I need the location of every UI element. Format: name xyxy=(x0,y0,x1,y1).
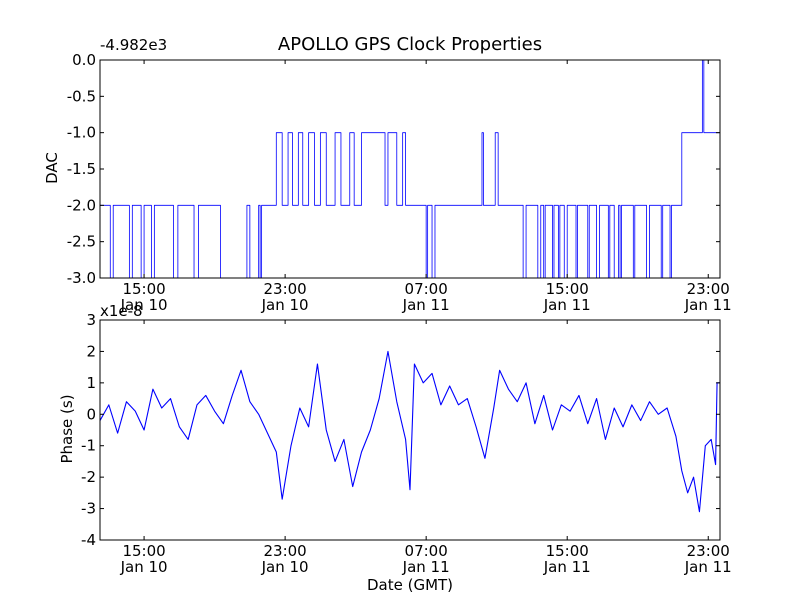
x-tick-label: Jan 10 xyxy=(120,558,168,576)
series-line xyxy=(99,350,720,513)
y-tick-label: -2.5 xyxy=(67,233,96,251)
x-tick-label: 07:00 xyxy=(405,542,448,560)
x-tick-label: 23:00 xyxy=(687,280,730,298)
x-tick-label: 23:00 xyxy=(264,280,307,298)
x-tick-label: 15:00 xyxy=(122,280,165,298)
y-tick-label: -1.0 xyxy=(67,124,96,142)
y-tick-label: 0 xyxy=(86,405,96,423)
x-tick-label: 07:00 xyxy=(405,280,448,298)
x-tick-label: 15:00 xyxy=(122,542,165,560)
x-tick-label: Jan 11 xyxy=(402,558,450,576)
y-tick-label: -2 xyxy=(81,468,96,486)
x-axis-label: Date (GMT) xyxy=(367,576,453,594)
x-tick-label: Jan 11 xyxy=(402,296,450,314)
y-tick-label: 1 xyxy=(86,374,96,392)
x-tick-label: Jan 10 xyxy=(261,558,309,576)
phase-offset-label: x1e-8 xyxy=(100,302,143,320)
y-tick-label: 2 xyxy=(86,342,96,360)
x-tick-label: Jan 10 xyxy=(120,296,168,314)
axes-frame xyxy=(99,319,721,541)
y-tick-label: -1 xyxy=(81,437,96,455)
y-tick-label: -4 xyxy=(81,531,96,549)
chart-title: APOLLO GPS Clock Properties xyxy=(278,34,542,55)
y-tick-label: -2.0 xyxy=(67,196,96,214)
x-tick-label: Jan 10 xyxy=(261,296,309,314)
dac-subplot: -4.982e3 DAC 0.0 -0.5 -1.0 -1.5 -2.0 -2.5 -3.0… xyxy=(43,36,732,314)
dac-y-axis-label: DAC xyxy=(43,152,61,184)
x-tick-label: 15:00 xyxy=(546,280,589,298)
y-tick-label: -0.5 xyxy=(67,87,96,105)
y-tick-label: 3 xyxy=(86,311,96,329)
dac-offset-label: -4.982e3 xyxy=(100,36,167,54)
x-tick-label: 23:00 xyxy=(264,542,307,560)
y-tick-label: -3 xyxy=(81,500,96,518)
x-tick-label: 23:00 xyxy=(687,542,730,560)
x-tick-label: 15:00 xyxy=(546,542,589,560)
phase-y-axis-label: Phase (s) xyxy=(58,394,76,463)
y-tick-label: -1.5 xyxy=(67,160,96,178)
phase-subplot: x1e-8 Phase (s) Date (GMT) 3 2 1 0 -1 -2 -3 -4 1… xyxy=(58,302,732,594)
x-tick-label: Jan 11 xyxy=(543,558,591,576)
x-tick-label: Jan 11 xyxy=(543,296,591,314)
x-tick-label: Jan 11 xyxy=(684,558,732,576)
y-tick-label: 0.0 xyxy=(72,51,96,69)
y-tick-label: -3.0 xyxy=(67,269,96,287)
x-tick-label: Jan 11 xyxy=(684,296,732,314)
